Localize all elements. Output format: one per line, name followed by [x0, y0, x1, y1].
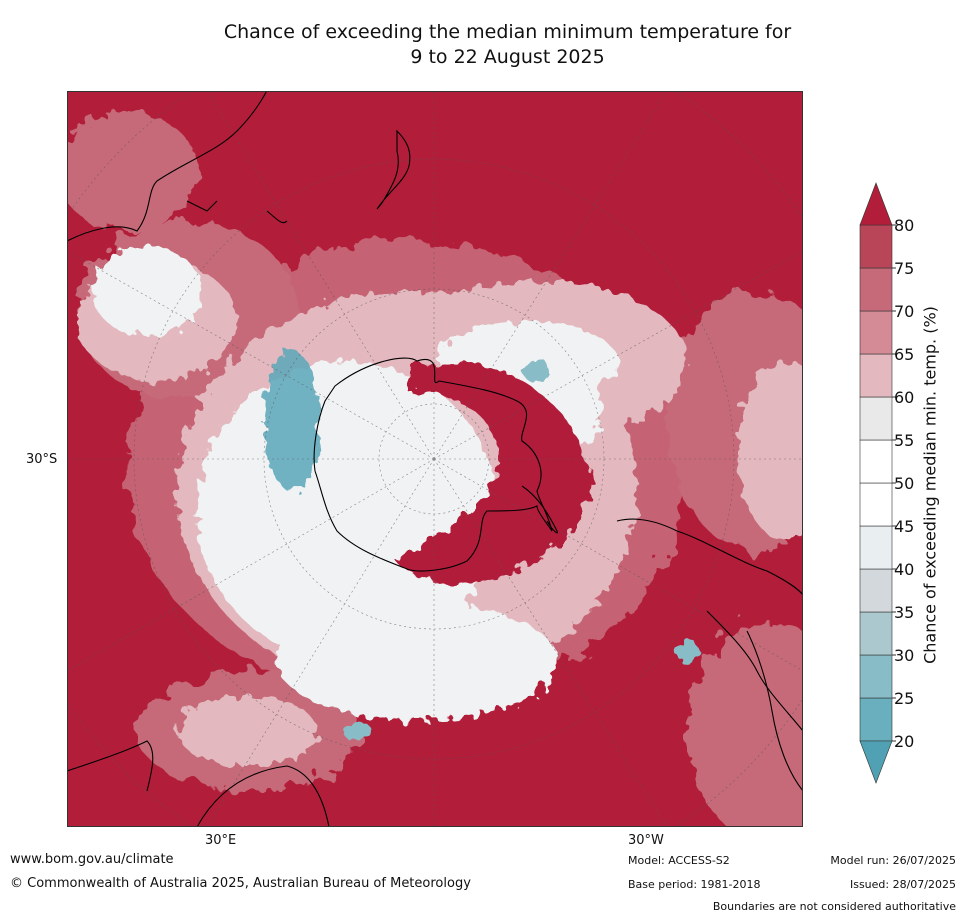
- footer-model: Model: ACCESS-S2: [628, 854, 730, 867]
- colorbar-segment: [859, 396, 893, 441]
- tick-label-bottom-left: 30°E: [205, 833, 237, 848]
- colorbar-segment: [859, 353, 893, 398]
- colorbar-segment: [859, 224, 893, 269]
- graticule: [67, 91, 803, 827]
- colorbar-segment: [859, 267, 893, 312]
- new-zealand-coastline: [376, 129, 411, 210]
- footer-copyright: © Commonwealth of Australia 2025, Austra…: [10, 876, 471, 891]
- colorbar-tick-label: 35: [894, 603, 914, 622]
- footer-base-period: Base period: 1981-2018: [628, 878, 761, 891]
- colorbar-tick-label: 30: [894, 646, 914, 665]
- colorbar-tick-label: 45: [894, 517, 914, 536]
- colorbar-tick-label: 25: [894, 689, 914, 708]
- colorbar-tick-label: 65: [894, 345, 914, 364]
- patagonia-coastline: [746, 630, 803, 792]
- colorbar-tick-label: 75: [894, 259, 914, 278]
- colorbar-segment: [859, 611, 893, 656]
- colorbar-tick-label: 80: [894, 216, 914, 235]
- colorbar-low-extend: [859, 740, 893, 784]
- colorbar: 20 25 30 35 40 45 50 55 60 65 70 75 80: [859, 182, 914, 784]
- colorbar-segment: [859, 482, 893, 527]
- south-america-coastline: [616, 518, 803, 732]
- footer-issued: Issued: 28/07/2025: [849, 878, 956, 891]
- australia-coastline: [67, 91, 288, 242]
- title-line-1: Chance of exceeding the median minimum t…: [223, 21, 792, 43]
- footer-disclaimer: Boundaries are not considered authoritat…: [712, 900, 956, 913]
- colorbar-segment: [859, 654, 893, 699]
- colorbar-tick-label: 55: [894, 431, 914, 450]
- colorbar-label: Chance of exceeding median min. temp. (%…: [920, 306, 940, 664]
- africa-coastline: [67, 740, 330, 827]
- colorbar-segment: [859, 525, 893, 570]
- colorbar-segment: [859, 439, 893, 484]
- title-line-2: 9 to 22 August 2025: [410, 46, 605, 68]
- colorbar-tick-label: 40: [894, 560, 914, 579]
- colorbar-tick-label: 20: [894, 732, 914, 751]
- colorbar-segment: [859, 310, 893, 355]
- antarctic-peninsula-coastline: [521, 485, 558, 534]
- colorbar-tick-label: 50: [894, 474, 914, 493]
- colorbar-tick-label: 70: [894, 302, 914, 321]
- footer-url[interactable]: www.bom.gov.au/climate: [10, 852, 174, 867]
- tick-label-bottom-right: 30°W: [628, 833, 664, 848]
- tick-label-left: 30°S: [26, 452, 58, 467]
- low-probability-regions: [264, 351, 697, 741]
- colorbar-segment: [859, 568, 893, 613]
- colorbar-high-extend: [859, 182, 893, 226]
- colorbar-tick-label: 60: [894, 388, 914, 407]
- colorbar-segment: [859, 697, 893, 742]
- forecast-map[interactable]: [67, 91, 803, 827]
- coastlines: [67, 91, 803, 827]
- high-probability-ring: [397, 362, 591, 584]
- antarctica-coastline: [313, 357, 553, 572]
- footer-model-run: Model run: 26/07/2025: [830, 854, 956, 867]
- map-title: Chance of exceeding the median minimum t…: [150, 20, 865, 70]
